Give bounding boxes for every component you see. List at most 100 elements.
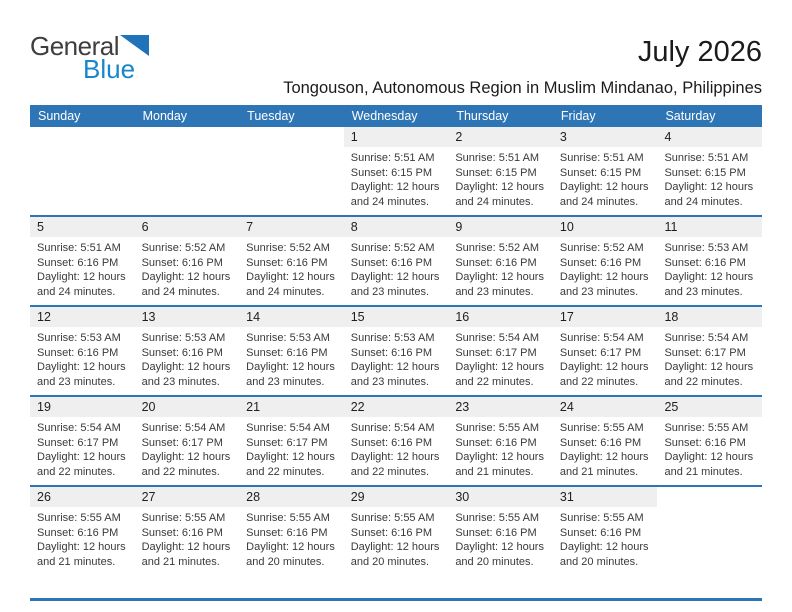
day-cell-7: 7 Sunrise: 5:52 AM Sunset: 6:16 PM Daylight… (239, 217, 344, 305)
empty-number-band (657, 487, 762, 507)
day-cell-5: 5 Sunrise: 5:51 AM Sunset: 6:16 PM Daylight… (30, 217, 135, 305)
day-cell-29: 29 Sunrise: 5:55 AM Sunset: 6:16 PM Dayligh… (343, 487, 449, 575)
day-info: Sunrise: 5:55 AM Sunset: 6:16 PM Daylight:… (664, 422, 754, 478)
day-cell-12: 12 Sunrise: 5:53 AM Sunset: 6:16 PM Dayligh… (30, 307, 135, 395)
day-info: Sunrise: 5:53 AM Sunset: 6:16 PM Daylight:… (664, 242, 754, 298)
day-number: 30 (448, 487, 553, 507)
day-info: Sunrise: 5:55 AM Sunset: 6:16 PM Daylight:… (246, 512, 335, 568)
day-cell-26: 26 Sunrise: 5:55 AM Sunset: 6:16 PM Dayligh… (30, 487, 135, 575)
day-cell-1: 1 Sunrise: 5:51 AM Sunset: 6:15 PM Daylight… (343, 127, 449, 215)
day-cell-13: 13 Sunrise: 5:53 AM Sunset: 6:16 PM Dayligh… (134, 307, 240, 395)
day-info: Sunrise: 5:51 AM Sunset: 6:15 PM Daylight:… (350, 152, 440, 208)
day-info: Sunrise: 5:54 AM Sunset: 6:17 PM Daylight:… (246, 422, 335, 478)
day-number: 26 (30, 487, 135, 507)
logo-word-blue: Blue (83, 54, 136, 84)
week-row-5: 26 Sunrise: 5:55 AM Sunset: 6:16 PM Dayligh… (30, 485, 762, 575)
weekday-header-friday: Friday (560, 109, 596, 123)
day-info: Sunrise: 5:54 AM Sunset: 6:16 PM Daylight:… (350, 422, 440, 478)
day-cell-16: 16 Sunrise: 5:54 AM Sunset: 6:17 PM Dayligh… (448, 307, 553, 395)
day-info: Sunrise: 5:55 AM Sunset: 6:16 PM Daylight:… (559, 512, 649, 568)
day-number: 28 (239, 487, 344, 507)
day-info: Sunrise: 5:51 AM Sunset: 6:15 PM Daylight:… (559, 152, 649, 208)
day-cell-27: 27 Sunrise: 5:55 AM Sunset: 6:16 PM Dayligh… (134, 487, 240, 575)
day-number: 8 (343, 217, 449, 237)
empty-cell (135, 127, 240, 215)
day-number: 31 (552, 487, 658, 507)
day-info: Sunrise: 5:53 AM Sunset: 6:16 PM Daylight:… (141, 332, 231, 388)
calendar-grid: Sunday Monday Tuesday Wednesday Thursday Frid… (30, 105, 763, 575)
page-location: Tongouson, Autonomous Region in Muslim M… (283, 79, 762, 97)
day-number: 16 (448, 307, 553, 327)
day-info: Sunrise: 5:52 AM Sunset: 6:16 PM Daylight:… (455, 242, 544, 298)
day-info: Sunrise: 5:52 AM Sunset: 6:16 PM Daylight:… (246, 242, 335, 298)
day-info: Sunrise: 5:54 AM Sunset: 6:17 PM Daylight:… (559, 332, 649, 388)
day-number: 29 (343, 487, 449, 507)
weekday-header-saturday: Saturday (665, 109, 716, 123)
day-number: 19 (30, 397, 135, 417)
empty-number-band (30, 127, 135, 147)
day-cell-14: 14 Sunrise: 5:53 AM Sunset: 6:16 PM Dayligh… (239, 307, 344, 395)
day-info: Sunrise: 5:55 AM Sunset: 6:16 PM Daylight:… (559, 422, 649, 478)
calendar-bottom-bar (30, 598, 762, 601)
weekday-header-row: Sunday Monday Tuesday Wednesday Thursday Frid… (30, 105, 762, 127)
day-info: Sunrise: 5:52 AM Sunset: 6:16 PM Daylight:… (559, 242, 649, 298)
day-number: 23 (448, 397, 553, 417)
day-info: Sunrise: 5:54 AM Sunset: 6:17 PM Daylight:… (141, 422, 231, 478)
day-cell-19: 19 Sunrise: 5:54 AM Sunset: 6:17 PM Dayligh… (30, 397, 135, 485)
day-cell-31: 31 Sunrise: 5:55 AM Sunset: 6:16 PM Dayligh… (552, 487, 658, 575)
day-cell-24: 24 Sunrise: 5:55 AM Sunset: 6:16 PM Dayligh… (552, 397, 658, 485)
day-cell-3: 3 Sunrise: 5:51 AM Sunset: 6:15 PM Daylight… (552, 127, 658, 215)
day-cell-21: 21 Sunrise: 5:54 AM Sunset: 6:17 PM Dayligh… (239, 397, 344, 485)
day-cell-23: 23 Sunrise: 5:55 AM Sunset: 6:16 PM Dayligh… (448, 397, 553, 485)
empty-cell (239, 127, 344, 215)
day-info: Sunrise: 5:54 AM Sunset: 6:17 PM Daylight:… (664, 332, 754, 388)
page-title: July 2026 (637, 36, 762, 68)
week-row-1: 1 Sunrise: 5:51 AM Sunset: 6:15 PM Daylight… (30, 127, 763, 215)
empty-number-band (135, 127, 240, 147)
day-info: Sunrise: 5:54 AM Sunset: 6:17 PM Daylight:… (455, 332, 544, 388)
day-cell-4: 4 Sunrise: 5:51 AM Sunset: 6:15 PM Daylight… (657, 127, 763, 215)
day-number: 18 (657, 307, 763, 327)
day-cell-28: 28 Sunrise: 5:55 AM Sunset: 6:16 PM Dayligh… (239, 487, 344, 575)
day-info: Sunrise: 5:55 AM Sunset: 6:16 PM Daylight:… (455, 422, 544, 478)
day-number: 7 (239, 217, 344, 237)
day-number: 15 (343, 307, 449, 327)
day-info: Sunrise: 5:52 AM Sunset: 6:16 PM Daylight:… (141, 242, 231, 298)
day-number: 12 (30, 307, 135, 327)
day-cell-18: 18 Sunrise: 5:54 AM Sunset: 6:17 PM Dayligh… (657, 307, 763, 395)
day-number: 24 (552, 397, 658, 417)
day-cell-11: 11 Sunrise: 5:53 AM Sunset: 6:16 PM Dayligh… (657, 217, 763, 305)
flag-triangle-icon (120, 35, 149, 56)
day-info: Sunrise: 5:52 AM Sunset: 6:16 PM Daylight:… (350, 242, 440, 298)
empty-cell (657, 487, 762, 575)
empty-cell (30, 127, 135, 215)
general-blue-logo: General Blue (30, 33, 170, 84)
day-number: 14 (239, 307, 344, 327)
day-cell-15: 15 Sunrise: 5:53 AM Sunset: 6:16 PM Dayligh… (343, 307, 449, 395)
day-number: 27 (134, 487, 240, 507)
day-number: 6 (134, 217, 240, 237)
day-cell-9: 9 Sunrise: 5:52 AM Sunset: 6:16 PM Daylight… (448, 217, 553, 305)
day-number: 21 (239, 397, 344, 417)
weekday-header-monday: Monday (142, 109, 188, 123)
day-number: 4 (657, 127, 763, 147)
day-number: 20 (134, 397, 240, 417)
day-info: Sunrise: 5:55 AM Sunset: 6:16 PM Daylight:… (350, 512, 440, 568)
weekday-header-thursday: Thursday (456, 109, 509, 123)
day-number: 17 (552, 307, 658, 327)
day-info: Sunrise: 5:51 AM Sunset: 6:15 PM Daylight:… (664, 152, 754, 208)
day-cell-8: 8 Sunrise: 5:52 AM Sunset: 6:16 PM Daylight… (343, 217, 449, 305)
day-cell-22: 22 Sunrise: 5:54 AM Sunset: 6:16 PM Dayligh… (343, 397, 449, 485)
week-row-2: 5 Sunrise: 5:51 AM Sunset: 6:16 PM Daylight… (30, 215, 763, 305)
logo-row: General (30, 33, 170, 59)
week-row-3: 12 Sunrise: 5:53 AM Sunset: 6:16 PM Dayligh… (30, 305, 763, 395)
day-number: 11 (657, 217, 763, 237)
day-number: 25 (657, 397, 763, 417)
day-info: Sunrise: 5:53 AM Sunset: 6:16 PM Daylight:… (246, 332, 335, 388)
day-info: Sunrise: 5:55 AM Sunset: 6:16 PM Daylight:… (455, 512, 544, 568)
day-number: 10 (552, 217, 658, 237)
day-number: 2 (448, 127, 553, 147)
day-cell-20: 20 Sunrise: 5:54 AM Sunset: 6:17 PM Dayligh… (134, 397, 240, 485)
day-info: Sunrise: 5:55 AM Sunset: 6:16 PM Daylight:… (37, 512, 126, 568)
